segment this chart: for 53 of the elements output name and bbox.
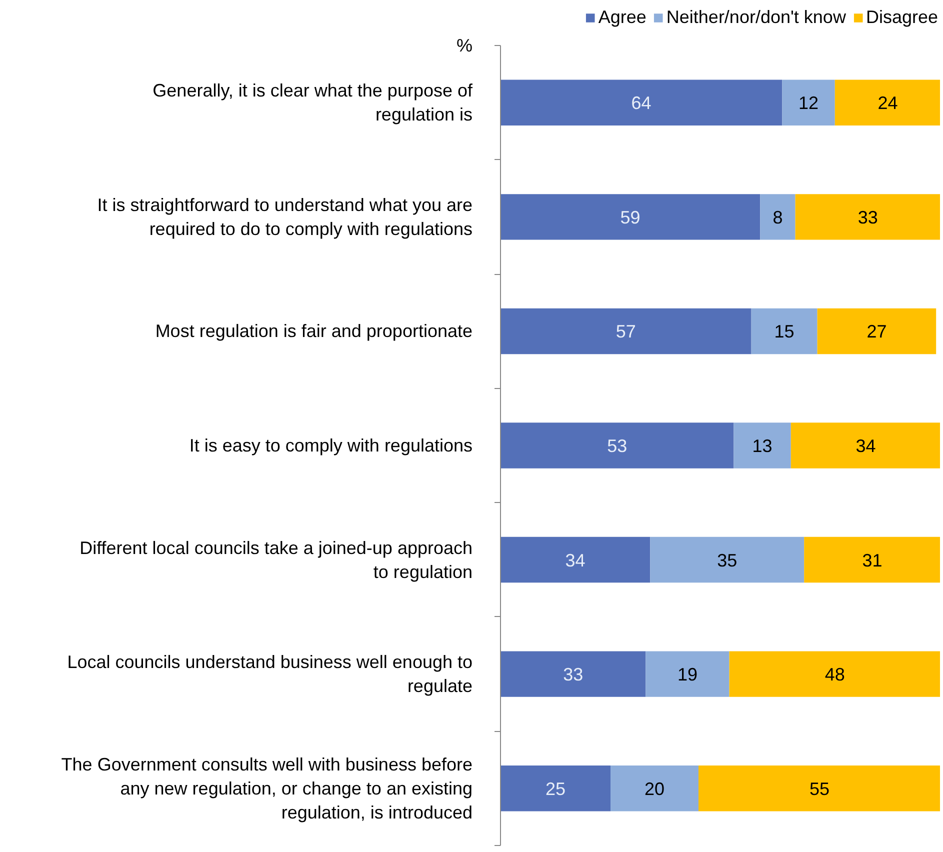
bar (650, 536, 804, 583)
data-label: 53 (607, 436, 628, 456)
bar (782, 80, 835, 126)
y-tick-label: It is easy to comply with regulations (189, 436, 473, 456)
y-tick-label: The Government consults well with business before any new regulation, or change to an existing regulation, is introduced (61, 754, 473, 822)
bar (698, 766, 940, 812)
bar (500, 80, 782, 126)
data-label: 25 (545, 778, 566, 799)
data-label: 20 (644, 778, 665, 799)
bar (751, 308, 818, 354)
bar (729, 651, 940, 697)
y-tick-label: Local councils understand business well enough to regulate (67, 652, 473, 696)
bar (500, 308, 752, 354)
legend-label: Disagree (866, 7, 938, 28)
bar (804, 536, 940, 583)
data-label: 64 (631, 93, 652, 114)
data-label: 8 (772, 207, 783, 228)
bar (734, 422, 791, 468)
bar (500, 766, 610, 812)
bar (500, 194, 760, 240)
data-label: 19 (677, 664, 698, 685)
y-tick-label: Most regulation is fair and proportionate (155, 321, 473, 342)
bar (646, 651, 730, 697)
data-label: 57 (616, 322, 636, 342)
data-label: 12 (798, 93, 819, 114)
legend-label: Agree (598, 7, 646, 28)
y-tick-label: Different local councils take a joined-up approach to regulation (80, 538, 473, 582)
data-label: 55 (809, 778, 830, 799)
data-label: 27 (866, 322, 887, 342)
data-label: 31 (862, 550, 882, 570)
bar (817, 308, 936, 354)
data-label: 15 (774, 322, 794, 342)
bar (760, 194, 796, 240)
y-tick-label: It is straightforward to understand what you are required to do to comply with regulations (97, 194, 473, 239)
data-label: 24 (878, 93, 898, 114)
data-label: 35 (717, 550, 738, 570)
bar (795, 194, 940, 240)
data-label: 33 (858, 207, 878, 228)
bar (500, 422, 734, 468)
bar (834, 80, 940, 126)
bar (500, 651, 646, 697)
bar (790, 422, 940, 468)
data-label: 13 (752, 436, 772, 456)
data-label: 48 (824, 664, 845, 685)
data-label: 34 (565, 550, 586, 570)
legend-label: Neither/nor/don't know (666, 7, 846, 28)
bar (500, 536, 650, 583)
text: % (456, 36, 473, 56)
data-label: 33 (563, 664, 584, 685)
y-tick-label: Generally, it is clear what the purpose of regulation is (152, 80, 474, 125)
data-label: 59 (620, 207, 640, 228)
data-label: 34 (856, 436, 876, 456)
bar (610, 766, 698, 812)
